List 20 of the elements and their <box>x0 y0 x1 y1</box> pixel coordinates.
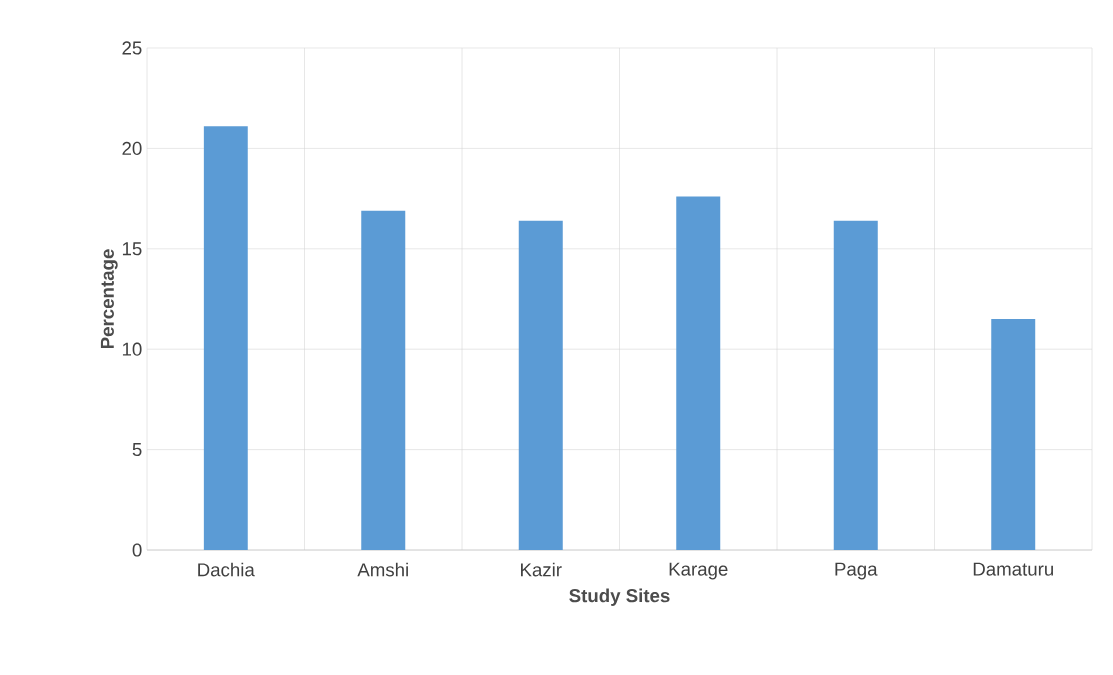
x-tick-label: Paga <box>835 562 878 580</box>
y-axis-title: Percentage <box>100 249 118 349</box>
y-tick-label: 0 <box>132 543 142 557</box>
bar <box>518 220 563 550</box>
bar <box>833 220 878 550</box>
x-axis-title: Study Sites <box>569 588 670 606</box>
x-tick-label: Dachia <box>198 562 255 577</box>
x-tick-label: Kazir <box>521 562 562 577</box>
x-tick-label: Amshi <box>357 562 408 577</box>
x-tick-label: Damaturu <box>973 562 1053 576</box>
bar <box>203 126 248 550</box>
bar <box>991 319 1036 550</box>
y-tick-label: 20 <box>122 141 142 156</box>
y-tick-label: 15 <box>122 242 142 256</box>
y-tick-label: 5 <box>132 443 142 457</box>
bar <box>361 210 406 550</box>
y-tick-label: 10 <box>122 342 142 356</box>
y-tick-label: 25 <box>122 41 142 55</box>
x-tick-label: Karage <box>669 562 728 580</box>
bar <box>676 196 721 550</box>
